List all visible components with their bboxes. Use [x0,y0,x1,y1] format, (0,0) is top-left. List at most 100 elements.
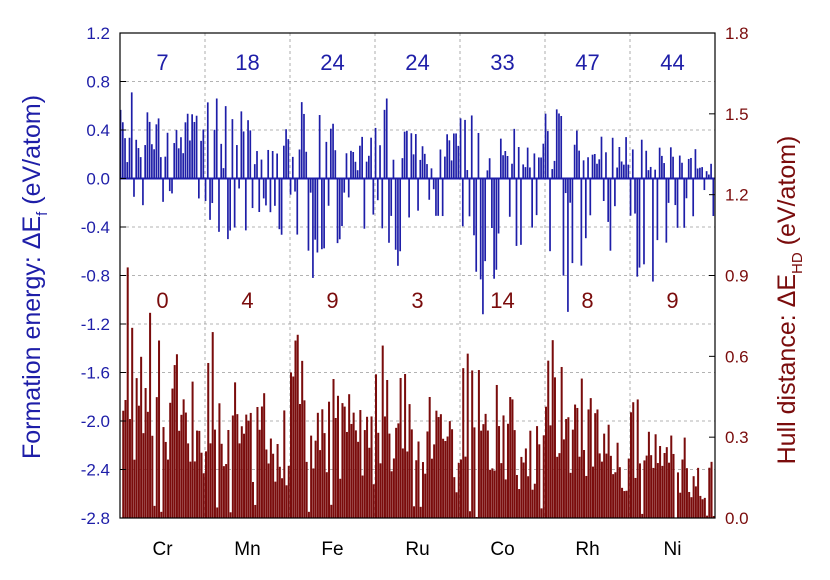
hull-distance-bar [247,420,250,518]
hull-distance-bar [625,490,628,518]
hull-distance-bar [603,433,606,518]
hull-distance-bar [124,399,127,518]
hull-distance-bar [256,406,259,518]
hull-distance-bar [518,489,521,518]
hull-distance-bar [251,481,254,518]
left-tick-label: -2.8 [81,509,110,528]
hull-distance-bar [663,453,666,518]
hull-distance-bar [191,381,194,518]
hull-distance-bar [379,463,382,518]
hull-distance-bar [708,467,711,518]
hull-distance-bar [231,415,234,518]
hull-distance-bar [265,449,268,518]
hull-distance-bar [263,393,266,518]
hull-distance-bar [652,467,655,518]
top-count-label: 18 [235,50,259,75]
hull-distance-bar [504,479,507,518]
top-count-label: 33 [490,50,514,75]
hull-distance-bar [457,462,460,518]
top-count-label: 24 [405,50,429,75]
hull-distance-bar [460,459,463,518]
hull-distance-bar [641,513,644,518]
formation-energy-series [119,92,715,315]
hull-distance-bar [135,378,138,518]
hull-distance-bar [679,492,682,518]
hull-distance-bar [269,438,272,518]
hull-distance-bar [542,435,545,518]
hull-distance-bar [323,433,326,518]
hull-distance-bar [249,412,252,518]
left-tick-label: -1.2 [81,315,110,334]
hull-distance-bar [585,475,588,518]
hull-distance-bar [442,438,445,518]
hull-distance-bar [285,485,288,518]
left-tick-label: 0.8 [86,73,110,92]
left-tick-label: -1.6 [81,364,110,383]
hull-distance-bar [605,453,608,518]
category-label: Cr [152,539,173,560]
hull-distance-bar [399,377,402,518]
category-label: Co [490,539,514,560]
hull-distance-bar [363,430,366,518]
hull-distance-bar [685,468,688,518]
hull-distance-bar [207,362,210,518]
right-axis-ticks: 1.8 1.5 1.2 0.9 0.6 0.3 0.0 [709,24,749,528]
hull-distance-bar [343,406,346,518]
hull-distance-bar [493,470,496,518]
hull-distance-bar [448,421,451,518]
left-tick-label: -2.0 [81,412,110,431]
hull-distance-bar [296,334,299,518]
hull-distance-bar [128,419,131,518]
category-label: Ru [405,539,429,560]
hull-distance-bar [556,456,559,518]
right-tick-label: 1.2 [725,186,749,205]
hull-distance-bar [222,466,225,518]
hull-distance-bar [155,397,158,518]
hull-distance-bar [310,435,313,518]
hull-distance-bar [437,417,440,518]
hull-distance-bar [390,471,393,518]
hull-distance-bar [574,404,577,518]
hull-distance-bar [632,402,635,518]
hull-distance-bar [594,413,597,518]
hull-distance-bar [565,418,568,518]
hull-distance-bar [480,430,483,518]
hull-distance-bar [681,459,684,518]
hull-distance-bar [468,511,471,518]
hull-distance-bar [319,450,322,518]
hull-distance-bar [133,459,136,518]
hull-distance-bar [609,455,612,518]
hull-distance-bar [332,379,335,518]
left-tick-label: 0.0 [86,170,110,189]
category-label: Rh [575,539,599,560]
hull-distance-bar [404,374,407,518]
hull-distance-bar [444,441,447,518]
hull-distance-bar [126,267,129,518]
hull-distance-bar [587,409,590,518]
hull-distance-bar [643,460,646,518]
hull-distance-bar [676,472,679,518]
hull-distance-bar [236,414,239,518]
hull-distance-bar [712,515,715,518]
hull-distance-bar [647,431,650,518]
hull-distance-bar [690,497,693,518]
hull-distance-bar [328,401,331,518]
hull-distance-bar [294,340,297,518]
hull-distance-bar [196,430,199,518]
hull-distance-bar [388,433,391,518]
hull-distance-bar [383,416,386,518]
hull-distance-bar [298,404,301,518]
hull-distance-bar [410,429,413,518]
hull-distance-bar [158,340,161,518]
hull-distance-bar [694,486,697,518]
hull-distance-bar [122,410,125,518]
right-tick-label: 0.0 [725,509,749,528]
hull-distance-bar [531,489,534,518]
hull-distance-bar [267,463,270,518]
hull-distance-bar [421,462,424,518]
hull-distance-bar [600,461,603,518]
hull-distance-bar [435,410,438,518]
hull-distance-bar [173,365,176,518]
hull-distance-bar [656,463,659,518]
